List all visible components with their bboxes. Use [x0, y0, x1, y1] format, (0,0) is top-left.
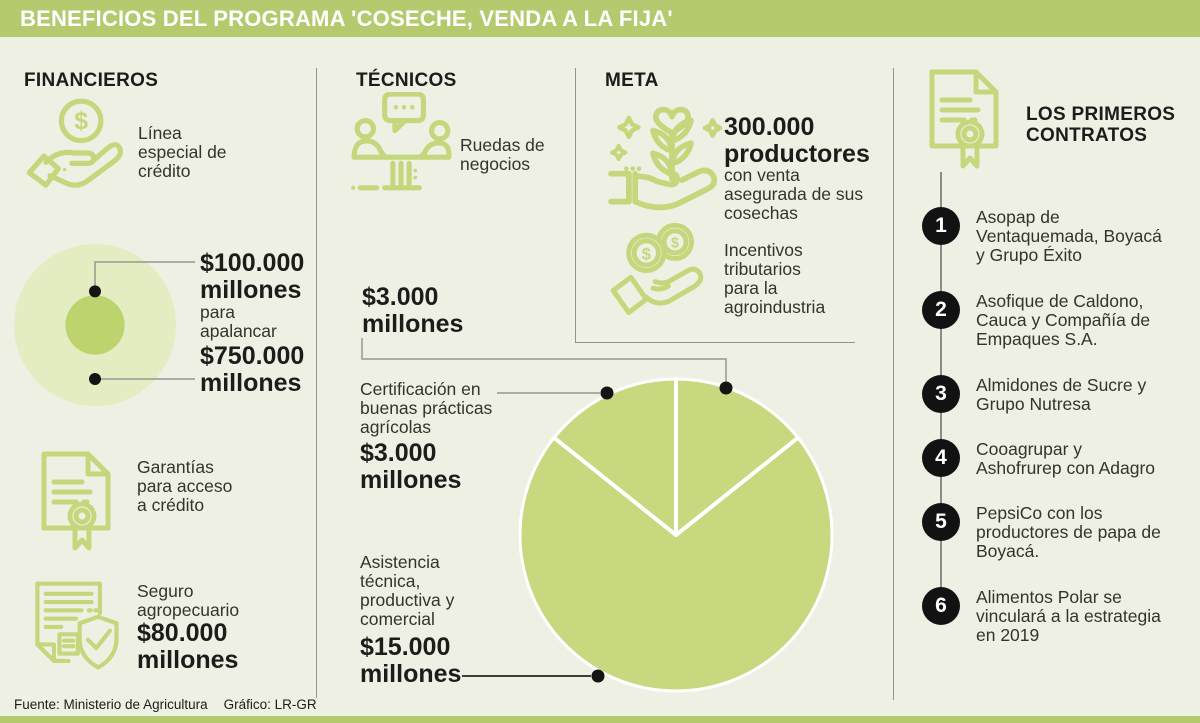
insurance-label: Seguro agropecuario	[137, 581, 240, 620]
meta-section-underline	[575, 342, 855, 343]
contract-label: Alimentos Polar se vinculará a la estrat…	[976, 587, 1161, 645]
svg-text:$: $	[671, 235, 679, 251]
divider-financieros-tecnicos	[316, 68, 317, 698]
contracts-heading: LOS PRIMEROS CONTRATOS	[1026, 104, 1176, 146]
contract-label: Asofique de Caldono, Cauca y Compañía de…	[976, 291, 1151, 349]
divider-meta-contratos	[893, 68, 894, 700]
contract-number-badge: 3	[922, 375, 960, 413]
contract-item-2: 2 Asofique de Caldono, Cauca y Compañía …	[922, 291, 1200, 349]
contract-number-badge: 6	[922, 587, 960, 625]
coins-hand-icon: $ $	[610, 222, 704, 316]
contract-item-1: 1 Asopap de Ventaquemada, Boyacá y Grupo…	[922, 207, 1200, 265]
contract-number-badge: 2	[922, 291, 960, 329]
footer-source-line: Fuente: Ministerio de Agricultura Gráfic…	[14, 697, 317, 712]
contract-label: Cooagrupar y Ashofrurep con Adagro	[976, 439, 1156, 478]
contract-number-badge: 5	[922, 503, 960, 541]
plant-hand-icon	[608, 106, 723, 211]
credit-line-label: Línea especial de crédito	[138, 123, 227, 181]
svg-text:$: $	[642, 245, 651, 264]
contract-number-badge: 1	[922, 207, 960, 245]
source-text: Fuente: Ministerio de Agricultura	[14, 697, 208, 712]
guarantees-label: Garantías para acceso a crédito	[137, 457, 233, 515]
financieros-heading: FINANCIEROS	[24, 70, 159, 91]
incentives-label: Incentivos tributarios para la agroindus…	[724, 240, 826, 317]
contract-item-4: 4 Cooagrupar y Ashofrurep con Adagro	[922, 439, 1200, 478]
bottom-bar	[0, 716, 1200, 723]
certification-label: Certificación en buenas prácticas agríco…	[360, 379, 493, 437]
meeting-icon	[351, 92, 452, 191]
insurance-amount: $80.000 millones	[137, 619, 239, 674]
leverage-circles	[14, 244, 195, 406]
svg-text:$: $	[74, 107, 88, 135]
leverage-amount-small: $100.000 millones	[200, 249, 305, 304]
producers-label: con venta asegurada de sus cosechas	[724, 165, 864, 223]
business-rounds-amount: $3.000 millones	[362, 283, 464, 338]
contract-label: PepsiCo con los productores de papa de B…	[976, 503, 1161, 561]
leverage-amount-big: $750.000 millones	[200, 342, 305, 397]
certificate-icon	[41, 451, 111, 551]
pie-chart	[518, 377, 834, 693]
business-rounds-label: Ruedas de negocios	[460, 135, 545, 174]
contract-label: Almidones de Sucre y Grupo Nutresa	[976, 375, 1147, 414]
contract-number-badge: 4	[922, 439, 960, 477]
contract-item-6: 6 Alimentos Polar se vinculará a la estr…	[922, 587, 1200, 645]
credit-text: Gráfico: LR-GR	[223, 697, 317, 712]
tecnicos-heading: TÉCNICOS	[356, 70, 457, 91]
hand-coin-icon: $	[26, 98, 123, 188]
certification-amount: $3.000 millones	[360, 439, 462, 494]
certificate-icon	[929, 69, 999, 169]
contract-item-5: 5 PepsiCo con los productores de papa de…	[922, 503, 1200, 561]
contract-item-3: 3 Almidones de Sucre y Grupo Nutresa	[922, 375, 1200, 414]
producers-amount: 300.000 productores	[724, 113, 870, 168]
leverage-connector-text: para apalancar	[200, 302, 277, 341]
insurance-doc-shield-icon	[35, 581, 119, 670]
meta-heading: META	[605, 70, 659, 91]
page-title: BENEFICIOS DEL PROGRAMA 'COSECHE, VENDA …	[20, 5, 673, 31]
divider-tecnicos-meta	[575, 68, 576, 342]
contract-label: Asopap de Ventaquemada, Boyacá y Grupo É…	[976, 207, 1162, 265]
assistance-amount: $15.000 millones	[360, 633, 462, 688]
assistance-label: Asistencia técnica, productiva y comerci…	[360, 552, 455, 629]
header-bar: BENEFICIOS DEL PROGRAMA 'COSECHE, VENDA …	[0, 0, 1200, 37]
